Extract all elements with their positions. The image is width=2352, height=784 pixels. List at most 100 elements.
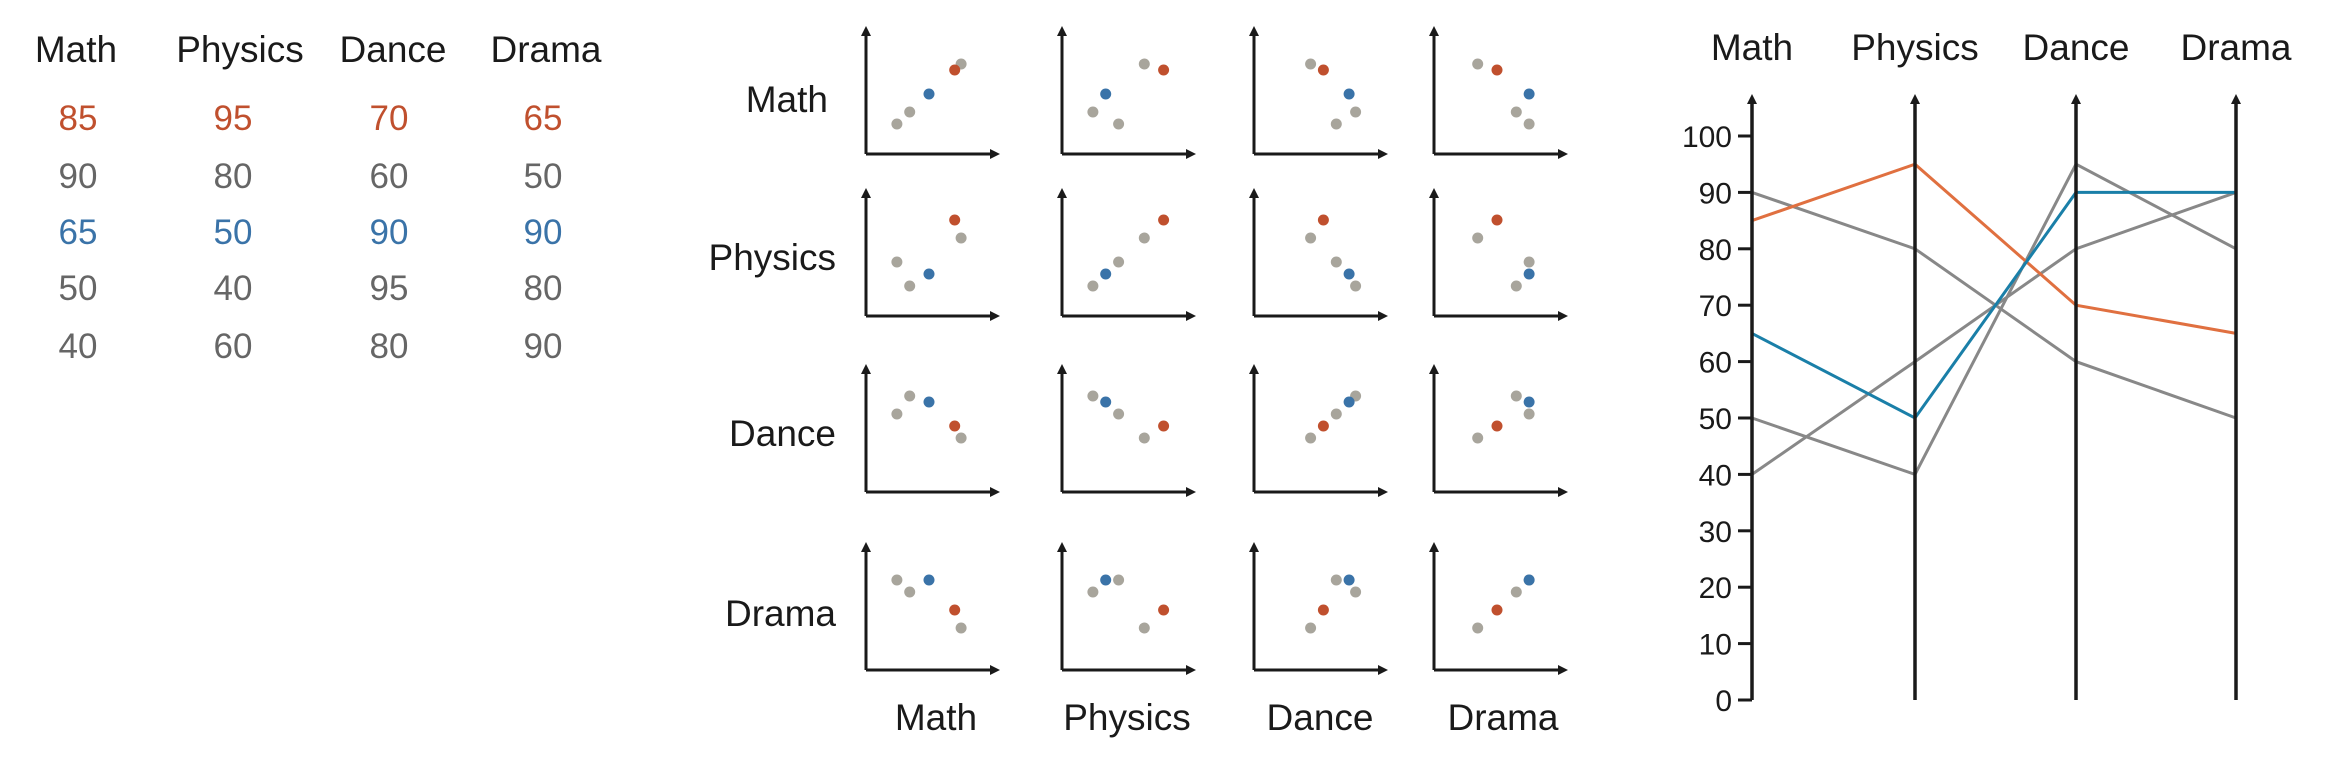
spm-point xyxy=(1491,214,1503,226)
pc-tick-label: 90 xyxy=(1699,177,1732,210)
spm-point xyxy=(1523,268,1535,280)
table-row: 40 60 80 90 xyxy=(59,327,563,366)
spm-point xyxy=(1100,268,1112,280)
table-cell: 80 xyxy=(370,327,409,366)
table-cell: 40 xyxy=(59,327,98,366)
pc-tick-label: 80 xyxy=(1699,234,1732,267)
parallel-coordinates: Math Physics Dance Drama 0 10 20 30 40 50 60 70… xyxy=(1682,27,2292,718)
spm-column-label: Drama xyxy=(1447,697,1558,738)
pc-series-lines xyxy=(1751,162,2237,477)
spm-point xyxy=(1343,88,1355,100)
spm-cell xyxy=(861,542,1000,675)
pc-series-line xyxy=(1751,162,2237,335)
spm-row-label: Math xyxy=(746,79,828,120)
spm-point xyxy=(1472,58,1484,70)
spm-point xyxy=(1343,396,1355,408)
spm-point xyxy=(1087,106,1099,118)
spm-cell xyxy=(1429,364,1568,497)
spm-point xyxy=(1087,390,1099,402)
spm-point xyxy=(1510,106,1522,118)
spm-point xyxy=(1330,574,1342,586)
spm-point xyxy=(1158,214,1170,226)
spm-point xyxy=(1100,574,1112,586)
spm-point xyxy=(1472,232,1484,244)
table-cell: 80 xyxy=(214,157,253,196)
spm-point xyxy=(1158,64,1170,76)
spm-point xyxy=(891,118,903,130)
pc-tick-label: 40 xyxy=(1699,459,1732,492)
spm-point xyxy=(955,232,967,244)
spm-point xyxy=(923,574,935,586)
pc-axis-label: Physics xyxy=(1851,27,1978,68)
spm-point xyxy=(1523,256,1535,268)
spm-cell xyxy=(1057,542,1196,675)
pc-tick-label: 30 xyxy=(1699,516,1732,549)
data-table: Math Physics Dance Drama 85 95 70 65 90 … xyxy=(35,29,602,366)
spm-row-label: Physics xyxy=(709,237,836,278)
spm-point xyxy=(1510,586,1522,598)
pc-tick-label: 20 xyxy=(1699,572,1732,605)
spm-point xyxy=(1305,432,1317,444)
table-cell: 90 xyxy=(370,213,409,252)
spm-point xyxy=(1087,280,1099,292)
table-row: 65 50 90 90 xyxy=(59,213,563,252)
spm-point xyxy=(949,604,961,616)
spm-cell xyxy=(861,364,1000,497)
table-cell: 85 xyxy=(59,99,98,138)
spm-cell xyxy=(1057,188,1196,321)
table-cell: 90 xyxy=(59,157,98,196)
pc-axes xyxy=(1747,94,2241,700)
table-header: Drama xyxy=(490,29,601,70)
spm-point xyxy=(891,256,903,268)
spm-point xyxy=(1113,408,1125,420)
spm-point xyxy=(1138,232,1150,244)
table-row: 85 95 70 65 xyxy=(59,99,563,138)
table-cell: 60 xyxy=(370,157,409,196)
pc-tick-label: 100 xyxy=(1682,121,1732,154)
scatterplot-matrix: Math Physics Dance Drama Math Physics Da… xyxy=(709,26,1568,738)
spm-point xyxy=(1113,118,1125,130)
spm-point xyxy=(1113,256,1125,268)
spm-point xyxy=(923,88,935,100)
pc-axis-label: Drama xyxy=(2180,27,2291,68)
spm-point xyxy=(891,574,903,586)
pc-axis-label: Dance xyxy=(2023,27,2130,68)
table-cell: 90 xyxy=(524,213,563,252)
spm-point xyxy=(1330,408,1342,420)
pc-series-line xyxy=(1751,190,2236,420)
spm-point xyxy=(1472,622,1484,634)
spm-point xyxy=(1523,396,1535,408)
spm-cell xyxy=(1429,188,1568,321)
spm-point xyxy=(1523,408,1535,420)
spm-point xyxy=(955,432,967,444)
spm-column-label: Math xyxy=(895,697,977,738)
spm-point xyxy=(1305,58,1317,70)
spm-point xyxy=(1138,622,1150,634)
spm-point xyxy=(1330,256,1342,268)
spm-point xyxy=(949,64,961,76)
spm-point xyxy=(891,408,903,420)
spm-cell xyxy=(1249,542,1388,675)
table-cell: 65 xyxy=(524,99,563,138)
spm-row-label: Dance xyxy=(729,413,836,454)
table-cell: 95 xyxy=(370,269,409,308)
spm-cell xyxy=(1429,26,1568,159)
table-cell: 40 xyxy=(214,269,253,308)
pc-tick-label: 0 xyxy=(1715,685,1732,718)
spm-point xyxy=(1158,604,1170,616)
spm-cell xyxy=(861,26,1000,159)
spm-cell xyxy=(1057,364,1196,497)
spm-cell xyxy=(1249,364,1388,497)
spm-point xyxy=(1523,88,1535,100)
spm-point xyxy=(955,622,967,634)
spm-point xyxy=(1330,118,1342,130)
spm-point xyxy=(1158,420,1170,432)
table-header: Physics xyxy=(176,29,303,70)
spm-point xyxy=(904,390,916,402)
spm-point xyxy=(923,268,935,280)
pc-tick-label: 60 xyxy=(1699,347,1732,380)
table-header: Math xyxy=(35,29,117,70)
pc-axis-label: Math xyxy=(1711,27,1793,68)
spm-point xyxy=(1510,390,1522,402)
